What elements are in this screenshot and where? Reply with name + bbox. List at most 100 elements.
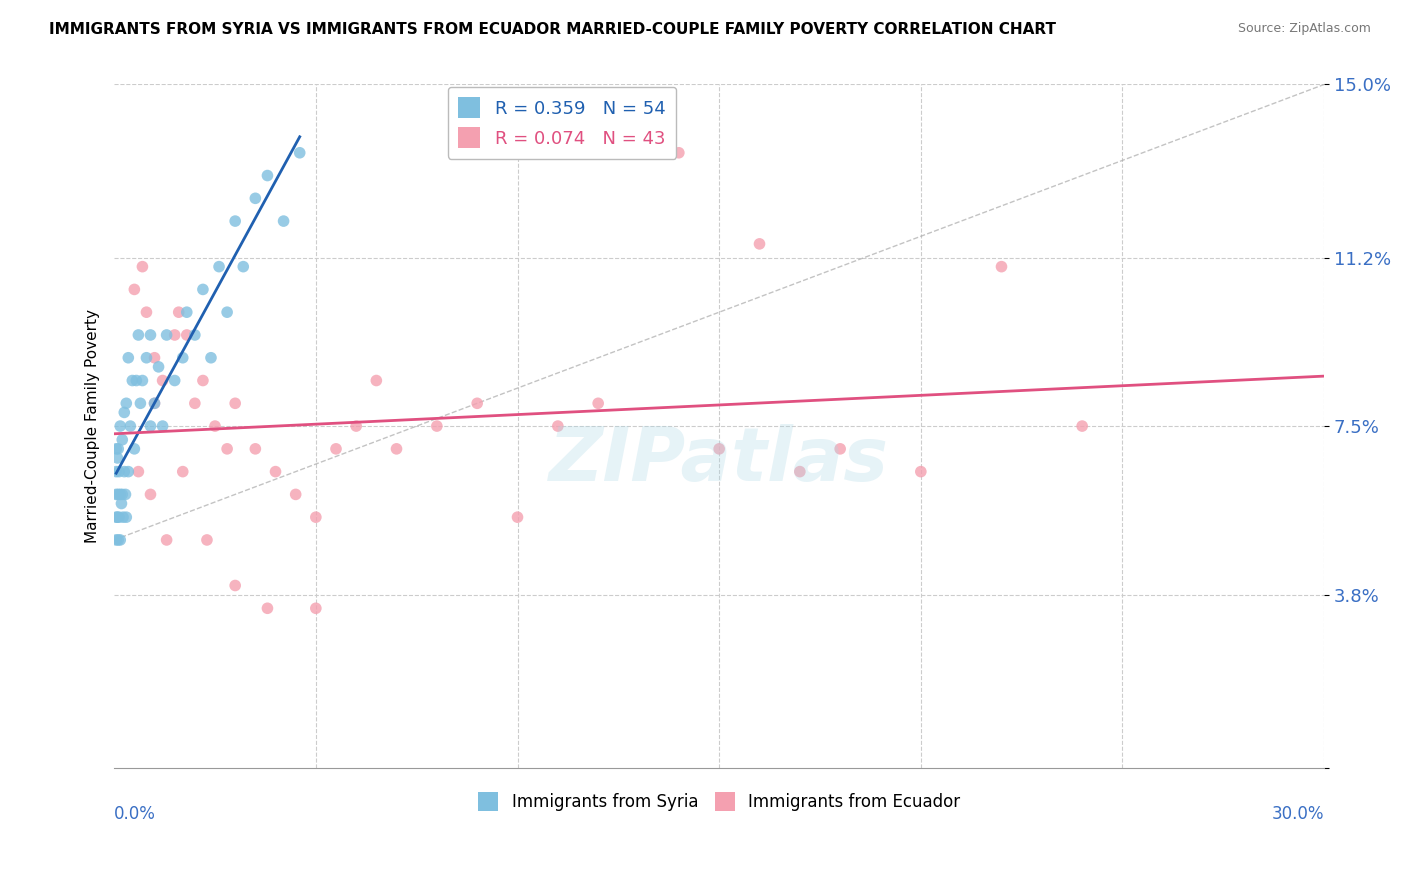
Point [344,419,367,434]
Point [1071,419,1094,434]
Text: 30.0%: 30.0% [1271,805,1324,823]
Point [110,496,132,510]
Point [224,396,246,410]
Point [125,374,148,388]
Point [127,465,149,479]
Point [156,328,179,343]
Text: 0.0%: 0.0% [114,805,156,823]
Point [156,533,179,547]
Point [152,374,174,388]
Point [110,487,132,501]
Point [305,510,328,524]
Point [107,533,129,547]
Point [105,533,128,547]
Point [385,442,408,456]
Point [135,305,157,319]
Point [195,533,218,547]
Point [709,442,731,456]
Point [120,419,142,434]
Point [107,442,129,456]
Point [830,442,852,456]
Point [288,145,311,160]
Point [264,465,287,479]
Point [172,351,194,365]
Point [117,465,139,479]
Point [184,396,207,410]
Point [135,351,157,365]
Point [204,419,226,434]
Point [110,533,132,547]
Point [105,442,128,456]
Point [305,601,328,615]
Point [748,236,770,251]
Point [121,374,143,388]
Point [152,419,174,434]
Point [114,487,136,501]
Point [245,442,267,456]
Point [107,450,129,465]
Text: Source: ZipAtlas.com: Source: ZipAtlas.com [1237,22,1371,36]
Point [117,351,139,365]
Point [143,396,166,410]
Point [284,487,307,501]
Point [273,214,295,228]
Point [217,442,239,456]
Point [191,282,214,296]
Point [256,169,278,183]
Point [167,305,190,319]
Point [139,487,162,501]
Point [110,419,132,434]
Point [224,214,246,228]
Point [139,419,162,434]
Text: IMMIGRANTS FROM SYRIA VS IMMIGRANTS FROM ECUADOR MARRIED-COUPLE FAMILY POVERTY C: IMMIGRANTS FROM SYRIA VS IMMIGRANTS FROM… [49,22,1056,37]
Point [668,145,690,160]
Point [111,487,134,501]
Point [143,351,166,365]
Point [789,465,811,479]
Point [131,374,153,388]
Point [366,374,388,388]
Point [127,328,149,343]
Point [143,396,166,410]
Y-axis label: Married-Couple Family Poverty: Married-Couple Family Poverty [86,309,100,543]
Point [172,465,194,479]
Legend: Immigrants from Syria, Immigrants from Ecuador: Immigrants from Syria, Immigrants from E… [471,785,967,817]
Text: ZIPatlas: ZIPatlas [550,424,889,497]
Point [163,328,186,343]
Point [200,351,222,365]
Point [105,487,128,501]
Point [426,419,449,434]
Point [108,510,131,524]
Point [176,305,198,319]
Point [506,510,529,524]
Point [107,487,129,501]
Point [108,465,131,479]
Point [586,396,609,410]
Point [163,374,186,388]
Point [232,260,254,274]
Point [124,442,146,456]
Point [217,305,239,319]
Point [115,396,138,410]
Point [129,396,152,410]
Point [465,396,488,410]
Point [112,465,135,479]
Point [990,260,1012,274]
Point [131,260,153,274]
Point [112,510,135,524]
Point [124,282,146,296]
Point [245,191,267,205]
Point [256,601,278,615]
Point [910,465,932,479]
Point [176,328,198,343]
Point [105,465,128,479]
Point [112,405,135,419]
Point [111,433,134,447]
Point [224,578,246,592]
Point [191,374,214,388]
Point [208,260,231,274]
Point [184,328,207,343]
Point [148,359,170,374]
Point [107,510,129,524]
Point [115,510,138,524]
